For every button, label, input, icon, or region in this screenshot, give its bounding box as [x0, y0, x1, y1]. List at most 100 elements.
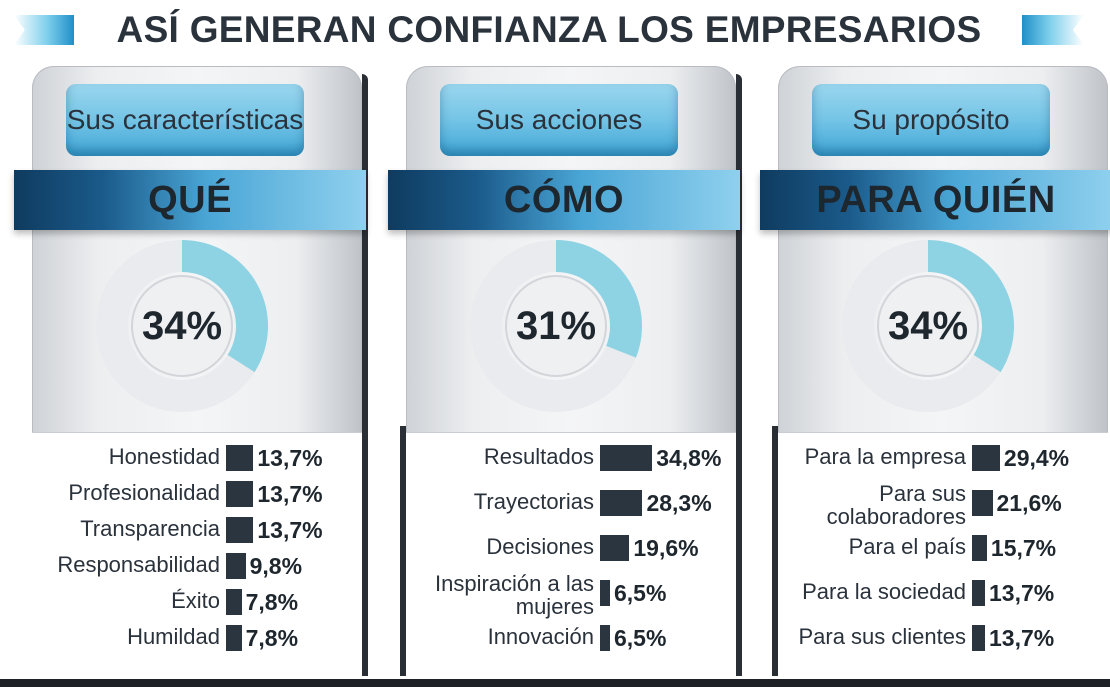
bar-row: Innovación 6,5% [406, 625, 736, 653]
bar [972, 625, 985, 651]
bar-label: Para la empresa [804, 444, 966, 469]
donut-slice [928, 240, 1014, 373]
bar-value: 6,5% [614, 625, 667, 651]
bar-label: Honestidad [108, 444, 220, 469]
bar-label: Profesionalidad [68, 480, 220, 505]
donut-chart-como: 31% [466, 236, 646, 416]
bar [226, 481, 254, 507]
page-title: ASÍ GENERAN CONFIANZA LOS EMPRESARIOS [116, 9, 982, 50]
bar-label: Transparencia [80, 516, 220, 541]
bar-row: Éxito 7,8% [32, 589, 362, 617]
bar-label: Decisiones [486, 534, 594, 559]
bar-list-que: Honestidad 13,7% Profesionalidad 13,7% Trans… [32, 432, 362, 677]
bar-label: Inspiración a las mujeres [435, 571, 594, 619]
bar [972, 445, 1000, 471]
donut-svg [96, 240, 268, 412]
bar [600, 625, 610, 651]
bar-row: Para sus clientes 13,7% [778, 625, 1108, 653]
bar [972, 580, 985, 606]
bar [600, 580, 610, 606]
donut-inner-ring [131, 275, 233, 377]
bar-value: 13,7% [257, 445, 323, 471]
donut-inner-ring [877, 275, 979, 377]
donut-inner-ring [505, 275, 607, 377]
donut-chart-que: 34% [92, 236, 272, 416]
banner-que: QUÉ [14, 170, 366, 230]
bar-value: 9,8% [249, 553, 303, 579]
donut-percent: 34% [887, 303, 969, 348]
bar-row: Profesionalidad 13,7% [32, 481, 362, 509]
title-row: ASÍ GENERAN CONFIANZA LOS EMPRESARIOS [0, 8, 1110, 52]
bar-row: Transparencia 13,7% [32, 517, 362, 545]
bar-value: 13,7% [257, 481, 323, 507]
bar-label: Para la sociedad [802, 579, 966, 604]
panel-edge [736, 74, 742, 676]
bar-value: 21,6% [996, 490, 1062, 516]
bar-list-para-quien: Para la empresa 29,4% Para sus colaborador… [778, 432, 1108, 677]
bar-row: Trayectorias 28,3% [406, 490, 736, 518]
panel-edge-left [772, 426, 778, 676]
bar-row: Decisiones 19,6% [406, 535, 736, 563]
donut-svg [842, 240, 1014, 412]
bar-value: 13,7% [989, 625, 1055, 651]
bar-label: Para sus clientes [798, 624, 966, 649]
bar-value: 13,7% [989, 580, 1055, 606]
bar-label: Responsabilidad [57, 552, 220, 577]
bar [600, 490, 643, 516]
bar [226, 589, 242, 615]
bar [226, 625, 242, 651]
bottom-rule [0, 679, 1110, 687]
bar-value: 28,3% [646, 490, 712, 516]
bar [226, 553, 246, 579]
bar [972, 490, 993, 516]
bar-label: Resultados [483, 444, 594, 469]
top-label-acciones: Sus acciones [440, 84, 678, 156]
bar-row: Humildad 7,8% [32, 625, 362, 653]
bar-value: 13,7% [257, 517, 323, 543]
bar-label: Éxito [171, 588, 220, 613]
donut-slice [556, 240, 642, 358]
top-label-proposito: Su propósito [812, 84, 1050, 156]
bar-row: Para la empresa 29,4% [778, 445, 1108, 473]
bar-value: 34,8% [656, 445, 722, 471]
panel-edge [362, 74, 368, 676]
bar-value: 29,4% [1003, 445, 1070, 471]
title-right-decor [1022, 15, 1084, 45]
panel-que: Sus características QUÉ 34% Honestidad 13… [14, 66, 368, 677]
banner-como: CÓMO [388, 170, 740, 230]
bar-value: 15,7% [990, 535, 1057, 561]
panel-como: Sus acciones CÓMO 31% Resultados 34,8% Tra… [388, 66, 742, 677]
donut-percent: 34% [141, 303, 223, 348]
bar-label: Innovación [487, 624, 594, 649]
panel-para-quien: Su propósito PARA QUIÉN 34% Para la empr… [760, 66, 1110, 677]
panel-edge-left [400, 426, 406, 676]
bar-value: 7,8% [245, 589, 299, 615]
donut-chart-para-quien: 34% [838, 236, 1018, 416]
bar-value: 6,5% [614, 580, 667, 606]
bar-row: Inspiración a las mujeres 6,5% [406, 572, 736, 618]
donut-percent: 31% [515, 303, 597, 348]
title-left-decor [14, 15, 74, 45]
bar-list-como: Resultados 34,8% Trayectorias 28,3% Decision… [406, 432, 736, 677]
bar-row: Para el país 15,7% [778, 535, 1108, 563]
bar-label: Humildad [127, 624, 220, 649]
bar-label: Trayectorias [473, 489, 594, 514]
bar-row: Para la sociedad 13,7% [778, 580, 1108, 608]
bar-value: 19,6% [633, 535, 699, 561]
bar [226, 517, 254, 543]
bar-label: Para sus colaboradores [826, 481, 966, 529]
donut-svg [470, 240, 642, 412]
bar-row: Para sus colaboradores 21,6% [778, 482, 1108, 528]
top-label-caracteristicas: Sus características [66, 84, 304, 156]
bar-value: 7,8% [245, 625, 299, 651]
bar-label: Para el país [848, 534, 966, 559]
banner-para-quien: PARA QUIÉN [760, 170, 1110, 230]
bar [600, 445, 653, 471]
bar-row: Resultados 34,8% [406, 445, 736, 473]
bar-row: Honestidad 13,7% [32, 445, 362, 473]
bar [226, 445, 254, 471]
bar [600, 535, 630, 561]
bar [972, 535, 987, 561]
donut-slice [182, 240, 268, 373]
bar-row: Responsabilidad 9,8% [32, 553, 362, 581]
